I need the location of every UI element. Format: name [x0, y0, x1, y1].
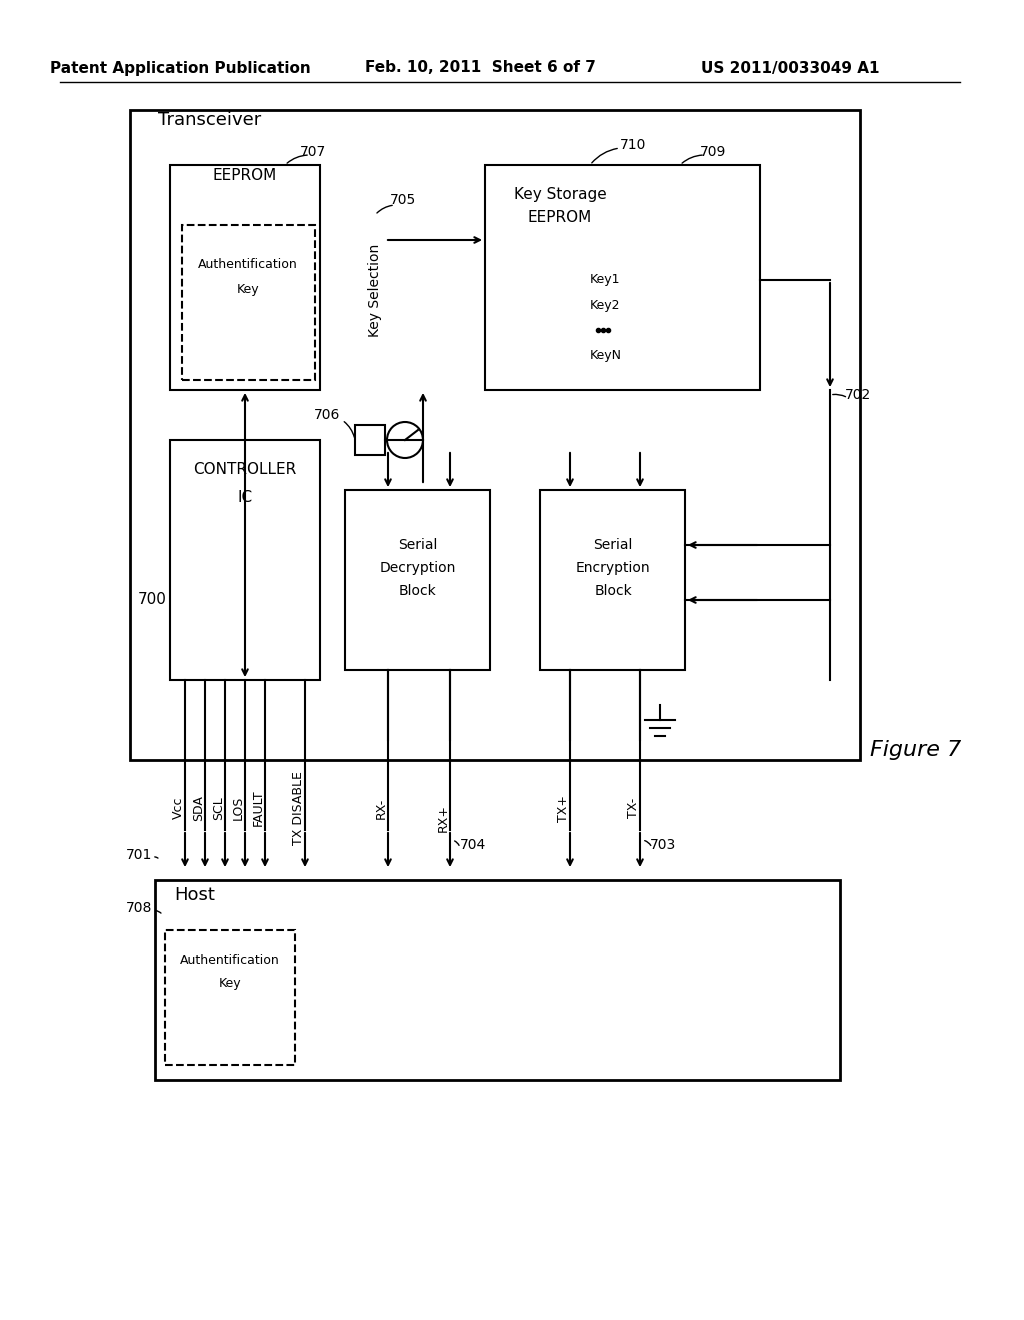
Text: SDA: SDA	[193, 795, 205, 821]
Text: 709: 709	[700, 145, 726, 158]
Text: Authentification: Authentification	[180, 953, 280, 966]
Text: CONTROLLER: CONTROLLER	[194, 462, 297, 478]
Text: 707: 707	[300, 145, 327, 158]
Text: TX-: TX-	[627, 797, 640, 818]
Text: Key: Key	[219, 977, 242, 990]
Bar	[540, 490, 685, 671]
Text: RX-: RX-	[375, 797, 388, 818]
Text: Key2: Key2	[590, 298, 621, 312]
Bar	[485, 165, 760, 389]
Text: Host: Host	[174, 886, 215, 904]
Text: FAULT: FAULT	[252, 789, 265, 826]
Text: 700: 700	[138, 593, 167, 607]
Bar	[355, 425, 385, 455]
Text: 708: 708	[126, 902, 152, 915]
Text: IC: IC	[238, 491, 253, 506]
Text: SCL: SCL	[212, 796, 225, 820]
Text: 701: 701	[126, 847, 152, 862]
Text: TX DISABLE: TX DISABLE	[292, 771, 305, 845]
Text: Key Selection: Key Selection	[368, 243, 382, 337]
Text: Key1: Key1	[590, 273, 621, 286]
Text: Key Storage: Key Storage	[514, 187, 606, 202]
Text: 706: 706	[313, 408, 340, 422]
Bar	[182, 224, 315, 380]
Text: Authentification: Authentification	[198, 259, 298, 272]
Text: Encryption: Encryption	[575, 561, 650, 576]
Text: Vcc: Vcc	[172, 797, 185, 820]
Text: Figure 7: Figure 7	[870, 741, 962, 760]
Text: 705: 705	[390, 193, 416, 207]
Bar	[155, 880, 840, 1080]
Text: 703: 703	[650, 838, 676, 851]
Text: Block: Block	[594, 583, 632, 598]
Text: 710: 710	[620, 139, 646, 152]
Text: Patent Application Publication: Patent Application Publication	[49, 61, 310, 75]
Text: LOS: LOS	[232, 796, 245, 820]
Text: 704: 704	[460, 838, 486, 851]
Text: EEPROM: EEPROM	[528, 210, 592, 226]
Text: KeyN: KeyN	[590, 348, 622, 362]
Text: Serial: Serial	[398, 539, 437, 552]
Text: Serial: Serial	[593, 539, 633, 552]
Text: Transceiver: Transceiver	[159, 111, 261, 129]
Text: 702: 702	[845, 388, 871, 403]
Text: RX+: RX+	[437, 804, 450, 832]
Bar	[170, 440, 319, 680]
Bar	[345, 490, 490, 671]
Text: TX+: TX+	[557, 795, 570, 821]
Text: Decryption: Decryption	[380, 561, 456, 576]
Bar	[165, 931, 295, 1065]
Text: Key: Key	[237, 284, 259, 297]
Text: Block: Block	[399, 583, 437, 598]
Text: EEPROM: EEPROM	[213, 168, 278, 182]
Text: US 2011/0033049 A1: US 2011/0033049 A1	[700, 61, 880, 75]
Text: Feb. 10, 2011  Sheet 6 of 7: Feb. 10, 2011 Sheet 6 of 7	[365, 61, 595, 75]
Bar	[130, 110, 860, 760]
Bar	[170, 165, 319, 389]
